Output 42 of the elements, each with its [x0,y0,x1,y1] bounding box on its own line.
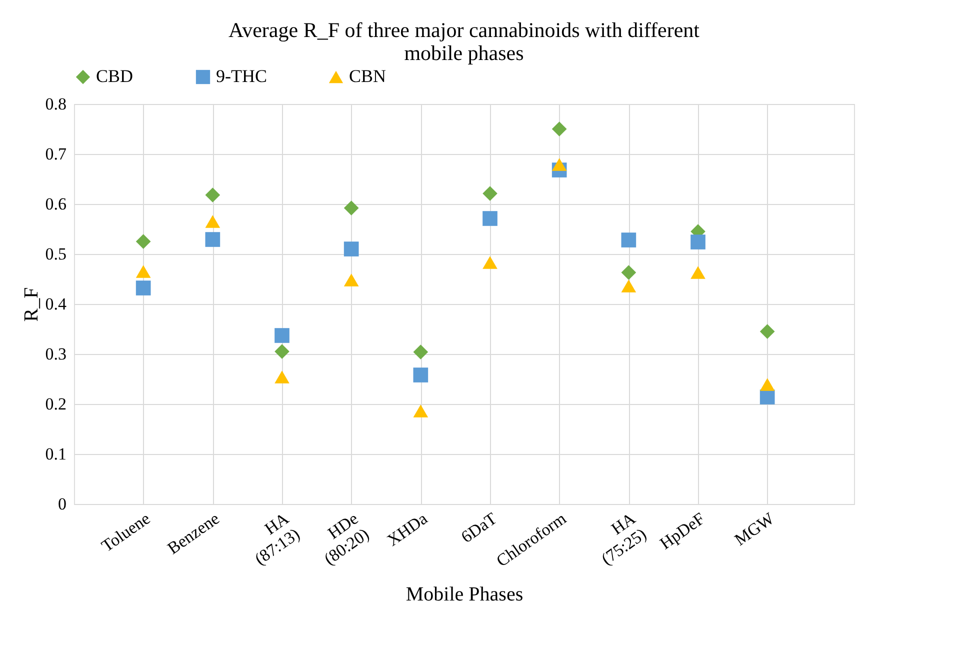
y-tick-label: 0.7 [45,144,67,164]
point [274,344,290,359]
point [136,265,151,278]
point [621,265,636,280]
point [136,280,151,296]
point [136,234,151,249]
point [760,324,775,339]
point [552,122,567,136]
point [344,274,359,286]
y-tick-label: 0.4 [45,294,67,314]
point [413,344,428,360]
y-tick-label: 0.1 [45,444,66,464]
point [621,232,636,248]
point [552,158,567,171]
point [274,328,290,343]
point [482,256,498,269]
point [205,215,220,228]
point [690,266,706,279]
y-tick-label: 0.6 [45,194,66,214]
x-axis-title: Mobile Phases [406,584,524,606]
chart-title: Average R_F of three major cannabinoids with different mobile phases [228,18,700,65]
point [482,186,498,201]
point [413,368,428,382]
y-tick-label: 0.8 [45,94,66,114]
y-tick-label: 0.5 [45,244,66,264]
point [274,370,290,384]
point [621,280,636,292]
point [760,378,775,391]
point [413,404,428,418]
y-tick-label: 0.3 [45,344,66,364]
point [690,234,706,250]
legend-label: CBD [96,66,134,86]
point [344,242,359,256]
y-tick-label: 0 [58,494,66,514]
point [482,211,498,226]
legend-label: CBN [349,66,386,86]
y-tick-label: 0.2 [45,394,66,414]
point [344,200,359,216]
point [205,188,220,202]
legend-label: 9-THC [216,66,267,86]
point [205,232,220,247]
y-axis-title: R_F [20,287,42,322]
